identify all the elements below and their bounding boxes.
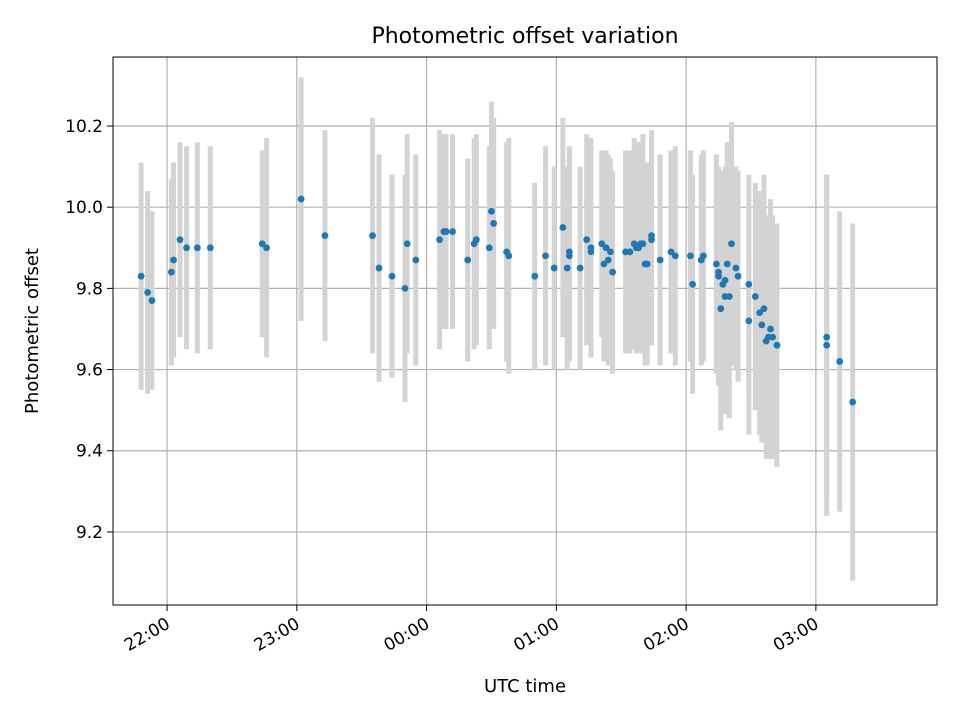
data-point [403, 240, 411, 248]
data-point [321, 232, 329, 240]
data-point [767, 325, 774, 333]
data-point [587, 248, 595, 256]
data-point [176, 236, 184, 244]
chart-title: Photometric offset variation [371, 24, 678, 49]
y-tick-label: 9.6 [76, 361, 103, 381]
data-point [542, 252, 549, 260]
data-point [689, 280, 697, 288]
data-point [401, 284, 409, 292]
data-point [206, 244, 214, 252]
y-tick-label: 9.8 [76, 279, 103, 299]
y-tick-label: 10.0 [65, 198, 103, 218]
data-point [505, 252, 513, 260]
x-axis-label: UTC time [484, 676, 566, 697]
data-point [667, 248, 675, 256]
data-point [607, 248, 614, 256]
y-tick-label: 9.2 [76, 523, 103, 543]
data-point [648, 232, 655, 240]
data-point [144, 289, 152, 296]
data-point [490, 220, 498, 227]
data-point [531, 272, 539, 280]
y-tick-label: 10.2 [65, 117, 103, 137]
data-point [656, 256, 664, 264]
data-point [773, 341, 781, 349]
data-point [639, 240, 647, 248]
data-point [550, 264, 558, 272]
data-point [598, 240, 606, 248]
y-axis-label: Photometric offset [22, 248, 43, 414]
data-points [137, 195, 857, 406]
data-point [258, 240, 266, 248]
plot-area-frame [112, 56, 938, 606]
data-point [183, 244, 190, 252]
data-point [643, 260, 651, 268]
data-point [732, 264, 740, 272]
data-point [758, 321, 766, 329]
data-point [369, 232, 376, 240]
data-point [604, 256, 612, 264]
data-point [263, 244, 270, 252]
data-point [725, 293, 733, 300]
data-point [488, 207, 495, 215]
data-point [472, 236, 480, 244]
data-point [148, 297, 156, 304]
data-point [823, 341, 831, 349]
data-point [756, 309, 764, 317]
data-point [700, 252, 707, 260]
data-point [137, 272, 145, 280]
data-point [687, 252, 694, 260]
data-point [760, 305, 768, 313]
data-point [485, 244, 493, 252]
data-point [449, 228, 456, 235]
data-point [723, 260, 731, 268]
data-point [717, 305, 725, 313]
data-point [576, 264, 584, 272]
data-point [563, 264, 571, 272]
y-tick-label: 9.4 [76, 442, 103, 462]
data-point [559, 224, 567, 231]
data-point [442, 228, 450, 235]
data-point [721, 276, 729, 284]
data-point [583, 236, 591, 244]
data-point [464, 256, 472, 264]
data-point [412, 256, 420, 264]
data-point [751, 293, 759, 300]
grid-lines [113, 57, 937, 605]
data-point [193, 244, 201, 252]
data-point [836, 358, 844, 365]
data-point [167, 268, 175, 276]
data-point [728, 240, 735, 248]
data-point [849, 398, 857, 406]
data-point [715, 268, 722, 276]
data-point [745, 317, 753, 325]
data-point [745, 280, 753, 288]
y-axis-ticks: 9.2 9.4 9.6 9.8 10.0 10.2 [65, 117, 113, 543]
data-point [626, 248, 634, 256]
data-point [609, 268, 616, 276]
data-point [713, 260, 720, 268]
data-point [436, 236, 443, 244]
data-point [600, 260, 608, 268]
data-point [388, 272, 396, 280]
data-point [671, 252, 679, 260]
data-point [375, 264, 383, 272]
data-point [170, 256, 177, 264]
data-point [769, 333, 777, 341]
data-point [734, 272, 742, 280]
data-point [602, 244, 610, 252]
data-point [565, 252, 573, 260]
data-point [297, 195, 305, 203]
data-point [823, 333, 831, 341]
